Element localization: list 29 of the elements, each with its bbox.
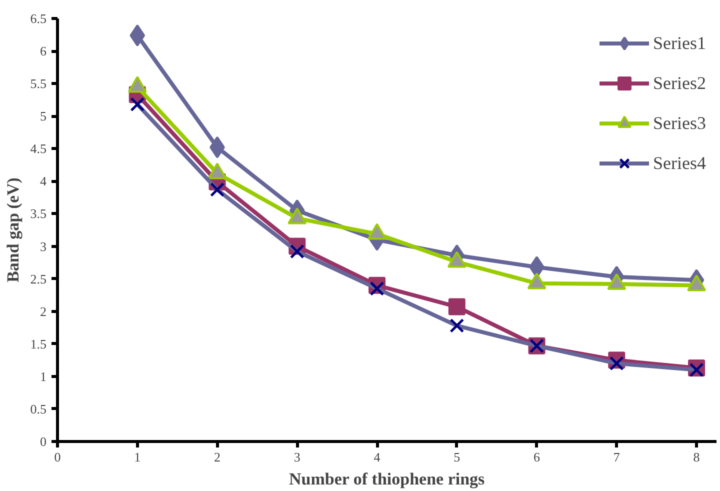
y-tick-label: 1: [40, 368, 46, 384]
legend-label: Series1: [653, 32, 706, 54]
x-tick-label: 0: [54, 450, 61, 464]
x-tick-label: 7: [613, 450, 620, 464]
legend-label: Series4: [653, 152, 706, 174]
x-tick-label: 3: [294, 450, 300, 464]
x-tick-label: 6: [534, 450, 541, 464]
y-tick-label: 0.5: [30, 401, 46, 416]
x-tick-label: 4: [374, 450, 381, 464]
y-tick-label: 3: [40, 238, 46, 254]
y-tick-label: 3.5: [30, 206, 46, 222]
y-tick-label: 1.5: [30, 336, 46, 352]
y-tick-label: 4.5: [30, 141, 46, 156]
x-tick-label: 2: [214, 450, 221, 464]
y-tick-label: 6: [40, 44, 47, 59]
x-tick-label: 1: [134, 450, 141, 464]
legend-label: Series2: [653, 72, 706, 94]
legend-label: Series3: [653, 112, 706, 134]
x-axis-title: Number of thiophene rings: [289, 470, 486, 488]
y-tick-label: 4: [40, 174, 47, 189]
y-tick-label: 2.5: [30, 271, 46, 286]
y-tick-label: 5: [40, 108, 46, 124]
y-tick-label: 0: [40, 434, 46, 449]
y-tick-label: 6.5: [30, 11, 46, 26]
x-tick-label: 8: [693, 450, 700, 464]
y-tick-label: 2: [40, 304, 46, 319]
x-tick-label: 5: [454, 450, 460, 464]
y-axis-title: Band gap (eV): [3, 178, 22, 282]
y-tick-label: 5.5: [30, 76, 46, 92]
